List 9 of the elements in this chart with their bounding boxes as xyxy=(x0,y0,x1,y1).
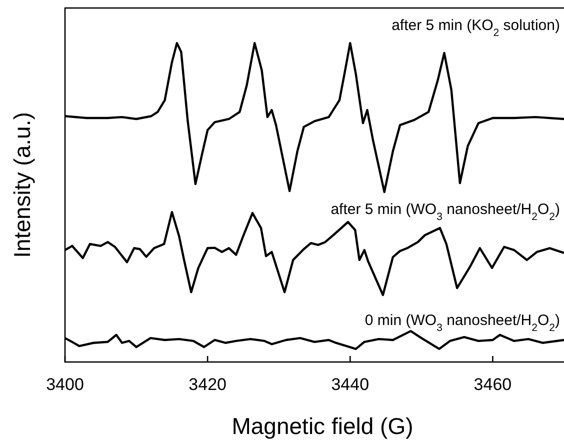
x-tick-label: 3460 xyxy=(474,375,512,394)
series-label: after 5 min (WO$_{3}$ nanosheet/H$_{2}$O$_{2}$) xyxy=(330,201,560,224)
text: after 5 min (KO$_{2}$ solution) xyxy=(392,17,560,40)
x-tick-label: 3400 xyxy=(46,375,84,394)
x-tick-label: 3420 xyxy=(188,375,226,394)
x-axis-title: Magnetic field (G) xyxy=(232,413,414,439)
x-tick-label: 3440 xyxy=(331,375,370,394)
series-label: 0 min (WO$_{3}$ nanosheet/H$_{2}$O$_{2}$) xyxy=(364,312,560,334)
y-axis-title: Intensity (a.u.) xyxy=(9,112,35,258)
